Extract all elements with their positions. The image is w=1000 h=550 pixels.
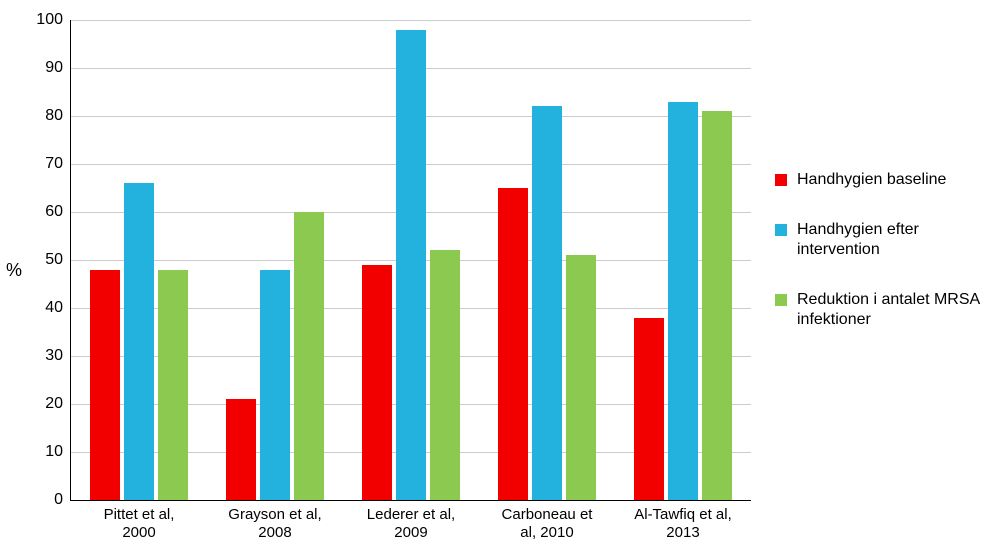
legend-swatch (775, 174, 787, 186)
y-tick-label: 60 (45, 203, 63, 221)
bar (158, 270, 188, 500)
x-tick-label: Lederer et al, 2009 (367, 506, 455, 542)
legend-label: Handhygien baseline (797, 170, 946, 190)
legend-item: Reduktion i antalet MRSA infektioner (775, 290, 985, 330)
bar (532, 106, 562, 500)
y-tick-label: 0 (54, 491, 63, 509)
y-tick-label: 10 (45, 443, 63, 461)
y-tick-label: 40 (45, 299, 63, 317)
bar (260, 270, 290, 500)
legend-swatch (775, 294, 787, 306)
bar (702, 111, 732, 500)
legend-item: Handhygien baseline (775, 170, 985, 190)
bar (396, 30, 426, 500)
bar (566, 255, 596, 500)
bar (430, 250, 460, 500)
bar (90, 270, 120, 500)
bar (294, 212, 324, 500)
bar (362, 265, 392, 500)
y-tick-label: 100 (36, 11, 63, 29)
legend-swatch (775, 224, 787, 236)
bar (668, 102, 698, 500)
y-tick-label: 80 (45, 107, 63, 125)
y-tick-label: 70 (45, 155, 63, 173)
gridline (71, 20, 751, 21)
chart-container: % 0102030405060708090100Pittet et al, 20… (0, 0, 1000, 550)
plot-area: 0102030405060708090100Pittet et al, 2000… (70, 20, 751, 501)
y-tick-label: 50 (45, 251, 63, 269)
legend-label: Reduktion i antalet MRSA infektioner (797, 290, 985, 330)
bar (498, 188, 528, 500)
x-tick-label: Al-Tawfiq et al, 2013 (634, 506, 732, 542)
bar (634, 318, 664, 500)
legend: Handhygien baseline Handhygien efter inte… (775, 170, 985, 360)
x-tick-label: Grayson et al, 2008 (228, 506, 321, 542)
bar (124, 183, 154, 500)
bar (226, 399, 256, 500)
y-axis-label: % (6, 260, 22, 281)
y-tick-label: 30 (45, 347, 63, 365)
legend-item: Handhygien efter intervention (775, 220, 985, 260)
y-tick-label: 90 (45, 59, 63, 77)
x-tick-label: Carboneau et al, 2010 (502, 506, 593, 542)
legend-label: Handhygien efter intervention (797, 220, 985, 260)
x-tick-label: Pittet et al, 2000 (104, 506, 175, 542)
y-tick-label: 20 (45, 395, 63, 413)
